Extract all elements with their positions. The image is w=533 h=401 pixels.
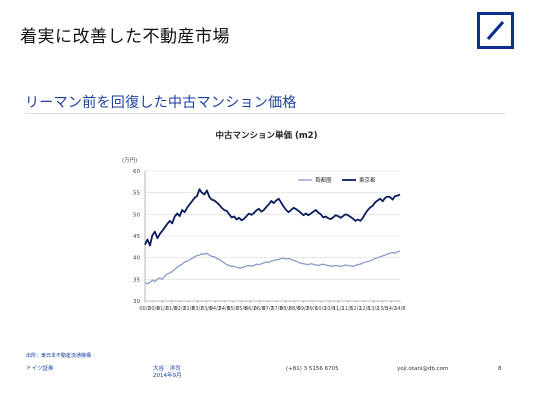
x-tick-label: 07/8 xyxy=(271,306,282,312)
footer-email: yoji.otani@db.com xyxy=(397,366,449,372)
footer-date: 2014年9月 xyxy=(153,373,182,379)
x-tick-label: 02/2 xyxy=(175,306,186,312)
x-tick-label: 00/2 xyxy=(139,306,150,312)
section-title: リーマン前を回復した中古マンション価格 xyxy=(25,95,297,111)
legend-label: 東京都 xyxy=(359,176,376,184)
footer-phone: (+81) 3 5156 6705 xyxy=(286,366,339,372)
chart-legend: 首都圏 東京都 xyxy=(298,176,376,184)
x-tick-label: 13/8 xyxy=(377,306,388,312)
footer-author-block: 大谷 洋司 2014年9月 xyxy=(153,366,223,380)
x-tick-label: 10/2 xyxy=(315,306,326,312)
x-tick-label: 00/8 xyxy=(148,306,159,312)
y-tick-label: 45 xyxy=(133,234,140,240)
x-tick-label: 06/8 xyxy=(254,306,265,312)
chart-grid xyxy=(145,170,400,302)
x-tick-label: 01/8 xyxy=(166,306,177,312)
x-tick-label: 07/2 xyxy=(262,306,273,312)
y-tick-label: 40 xyxy=(133,256,140,262)
x-tick-label: 09/8 xyxy=(306,306,317,312)
x-tick-label: 12/8 xyxy=(359,306,370,312)
y-tick-label: 55 xyxy=(133,191,140,197)
x-tick-label: 02/8 xyxy=(183,306,194,312)
deutsche-bank-logo xyxy=(477,12,514,49)
x-tick-label: 06/2 xyxy=(245,306,256,312)
x-tick-label: 05/2 xyxy=(227,306,238,312)
section-divider xyxy=(25,113,505,114)
x-tick-label: 01/2 xyxy=(157,306,168,312)
x-tick-label: 04/8 xyxy=(219,306,230,312)
logo-slash-icon xyxy=(486,20,505,41)
y-axis-unit-label: (万円) xyxy=(122,157,137,164)
y-tick-label: 50 xyxy=(133,212,140,218)
footer-company: ドイツ証券 xyxy=(26,366,54,372)
x-tick-label: 10/8 xyxy=(324,306,335,312)
x-tick-label: 03/8 xyxy=(201,306,212,312)
x-tick-label: 14/8 xyxy=(394,306,405,312)
slide-title: 着実に改善した不動産市場 xyxy=(20,27,230,47)
series-line-tokyo xyxy=(144,188,401,247)
x-tick-label: 14/2 xyxy=(386,306,397,312)
x-tick-label: 12/2 xyxy=(350,306,361,312)
x-tick-label: 11/8 xyxy=(342,306,353,312)
footer-author: 大谷 洋司 xyxy=(153,366,181,372)
legend-label: 首都圏 xyxy=(315,176,332,184)
chart-series xyxy=(144,188,401,285)
y-tick-label: 35 xyxy=(133,277,140,283)
y-tick-label: 30 xyxy=(133,299,140,305)
series-line-capital-area xyxy=(144,250,401,285)
x-tick-label: 13/2 xyxy=(368,306,379,312)
page-number: 8 xyxy=(498,366,502,372)
x-tick-label: 11/2 xyxy=(333,306,344,312)
source-note: 出所：東日本不動産流通機構 xyxy=(26,353,92,359)
chart-axes: 30 35 40 45 50 55 60 (万円) 00/200/801/201/802/202… xyxy=(122,157,406,312)
y-tick-label: 60 xyxy=(133,169,140,175)
x-tick-label: 08/2 xyxy=(280,306,291,312)
x-tick-label: 04/2 xyxy=(210,306,221,312)
x-tick-label: 05/8 xyxy=(236,306,247,312)
x-tick-label: 03/2 xyxy=(192,306,203,312)
x-tick-label: 08/8 xyxy=(289,306,300,312)
chart-title: 中古マンション単価 (m2) xyxy=(215,131,318,141)
x-tick-label: 09/2 xyxy=(298,306,309,312)
